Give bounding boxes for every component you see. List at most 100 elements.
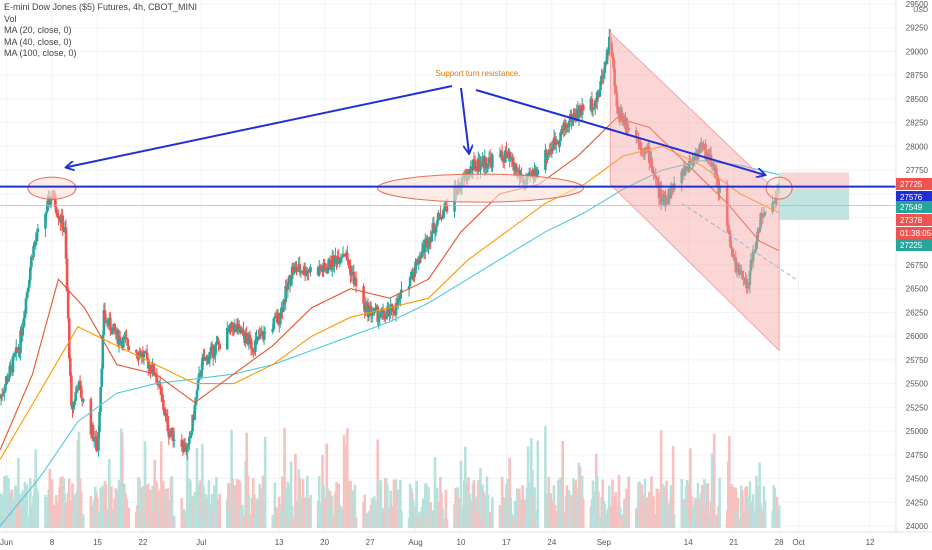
volume-bar [386,484,389,528]
price-tick-label: 26750 [906,261,929,270]
volume-bar [363,494,366,528]
candle-body [247,334,251,345]
candle-body [127,345,131,350]
candle-body [350,272,353,276]
candle-body [443,203,447,212]
candle-body [27,280,31,288]
volume-bar [294,453,297,528]
volume-bar [703,479,706,528]
candle-body [168,433,172,438]
candle-body [760,213,764,217]
candle-body [298,264,302,273]
chart-legend: E-mini Dow Jones ($5) Futures, 4h, CBOT_… [4,2,197,60]
volume-bar [21,490,25,528]
price-tick-label: 27750 [906,166,929,175]
price-badge [896,191,932,203]
volume-bar [89,496,93,528]
candle-body [728,231,731,234]
price-tick-label: 28250 [906,119,929,128]
candle-body [414,261,417,274]
candle-body [416,259,420,265]
ma20-line [0,117,780,451]
candle-body [485,167,489,169]
candle-body [242,329,245,336]
candle-body [654,175,658,178]
candle-body [22,318,26,328]
candle-body [296,270,299,272]
candle-body [501,156,505,162]
candle-body [430,232,434,242]
candle-body [751,250,755,262]
legend-symbol: E-mini Dow Jones ($5) Futures, 4h, CBOT_… [4,2,198,12]
volume-bar [472,480,476,528]
volume-bar [570,495,573,528]
candle-body [386,310,389,315]
volume-bar [162,481,165,528]
price-tick-label: 29250 [906,24,929,33]
candle-body [278,317,282,325]
candle-body [142,353,146,358]
volume-bar [533,487,536,528]
volume-bar [506,478,509,528]
volume-bar [468,493,471,528]
volume-bar [330,495,334,528]
volume-bar [218,493,221,528]
volume-bar [290,506,294,528]
candle-body [159,388,163,395]
candle-body [382,310,386,318]
candle-body [62,230,66,232]
candle-body [74,391,78,401]
grid [0,0,896,532]
volume-bar [107,459,111,528]
candle-body [91,424,95,441]
candle-body [511,157,515,166]
candle-body [306,270,309,274]
candle-body [195,390,199,399]
candle-body [763,211,767,216]
candle-body [444,203,448,205]
price-badge-label: 27576 [900,193,923,202]
volume-bar [565,485,569,528]
candle-body [534,168,537,177]
candle-body [376,306,379,322]
volume-bar [597,491,600,528]
candle-body [193,405,197,420]
candle-body [731,248,734,254]
candle-body [372,312,375,315]
candle-body [347,260,350,265]
candle-body [77,381,81,390]
price-tick-label: 25750 [906,356,929,365]
candle-body [125,337,128,339]
candle-body [379,310,383,317]
volume-bar [400,511,403,528]
candle-body [207,358,211,364]
candle-body [158,381,162,389]
candle-body [484,157,488,168]
price-badge [896,214,932,226]
candle-body [58,218,61,220]
volume-bar [522,500,526,528]
candle-body [354,278,358,287]
volume-bar [732,486,735,528]
candle-body [680,171,684,184]
candle-body [741,270,744,279]
candle-body [23,313,27,319]
time-tick-label: Sep [597,538,612,547]
volume-bar [536,440,540,528]
candle-body [683,169,687,176]
candle-body [573,113,576,116]
candle-body [514,164,518,172]
candle-body [188,437,191,444]
volume-bar [317,475,321,528]
candle-body [771,203,774,212]
candle-body [237,324,241,327]
volume-bar [650,476,653,528]
candle-body [434,226,438,233]
candle-body [398,298,401,300]
candle-body [161,394,164,400]
candle-body [698,143,702,154]
volume-bar [430,510,434,528]
ma40-line [0,145,780,460]
candle-body [726,225,730,232]
candle-body [271,329,274,332]
